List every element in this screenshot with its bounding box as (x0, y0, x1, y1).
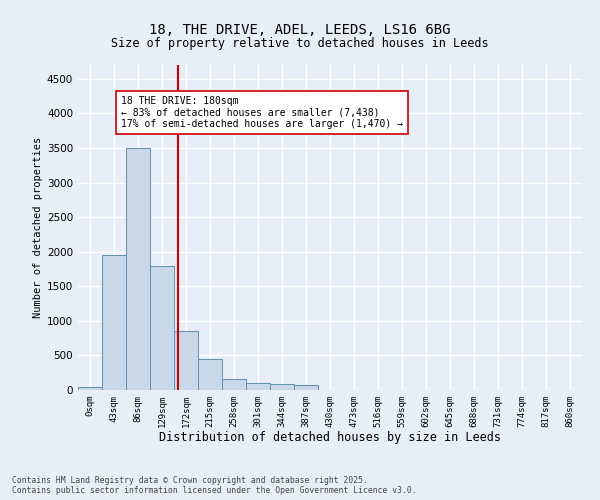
Text: Contains public sector information licensed under the Open Government Licence v3: Contains public sector information licen… (12, 486, 416, 495)
Bar (198, 359, 222, 390)
Bar (270, 384, 294, 390)
Bar (174, 331, 198, 390)
Text: 18, THE DRIVE, ADEL, LEEDS, LS16 6BG: 18, THE DRIVE, ADEL, LEEDS, LS16 6BG (149, 22, 451, 36)
X-axis label: Distribution of detached houses by size in Leeds: Distribution of detached houses by size … (159, 432, 501, 444)
Bar (102, 255, 126, 390)
Bar (222, 380, 246, 390)
Bar (294, 385, 318, 390)
Bar (150, 266, 174, 390)
Bar (78, 386, 102, 390)
Y-axis label: Number of detached properties: Number of detached properties (33, 137, 43, 318)
Text: Size of property relative to detached houses in Leeds: Size of property relative to detached ho… (111, 38, 489, 51)
Bar (246, 383, 270, 390)
Text: Contains HM Land Registry data © Crown copyright and database right 2025.: Contains HM Land Registry data © Crown c… (12, 476, 368, 485)
Text: 18 THE DRIVE: 180sqm
← 83% of detached houses are smaller (7,438)
17% of semi-de: 18 THE DRIVE: 180sqm ← 83% of detached h… (121, 96, 403, 130)
Bar (126, 148, 150, 390)
